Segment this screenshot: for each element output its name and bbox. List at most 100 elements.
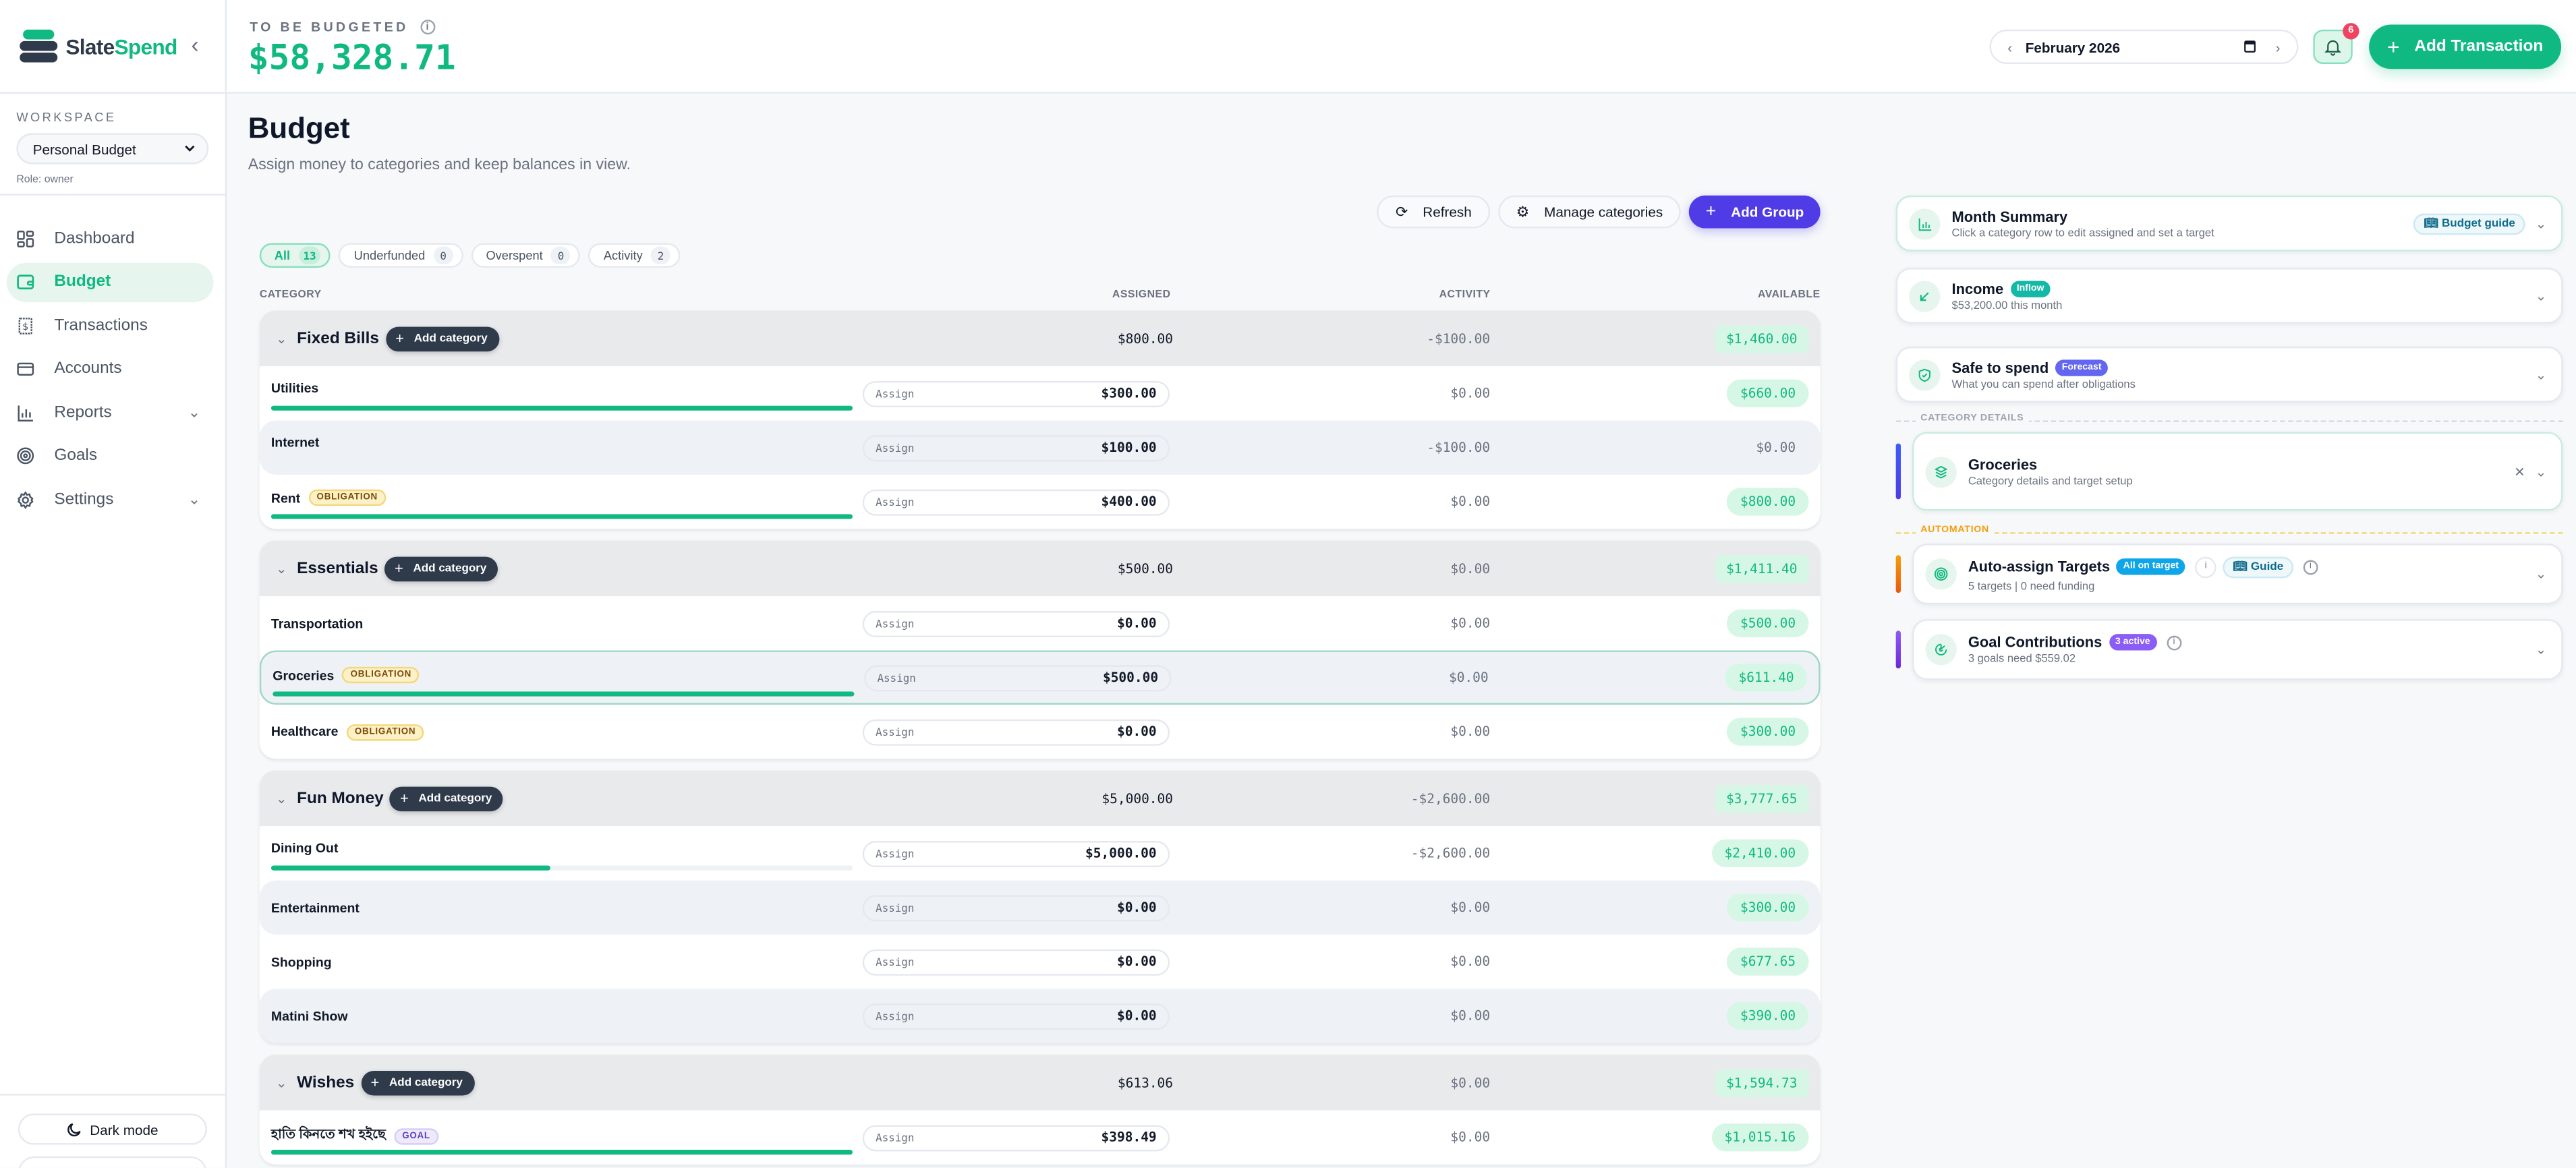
workspace-select[interactable]: Personal Budget — [16, 133, 209, 165]
assign-placeholder: Assign — [876, 440, 915, 455]
chevron-down-icon[interactable]: ⌄ — [276, 1075, 287, 1090]
group-header[interactable]: ⌄ Essentials + Add category $500.00 $0.00… — [259, 540, 1821, 597]
active-badge: 3 active — [2109, 634, 2157, 651]
close-icon[interactable]: ✕ — [2514, 464, 2525, 479]
assigned-value: $500.00 — [1102, 670, 1159, 685]
category-row[interactable]: Healthcare OBLIGATION Assign $0.00 $0.00 $… — [260, 705, 1821, 759]
sidebar-secondary-button[interactable] — [18, 1156, 207, 1168]
filter-label: All — [274, 247, 291, 263]
add-group-button[interactable]: + Add Group — [1689, 195, 1821, 229]
info-icon[interactable]: i — [2303, 559, 2318, 575]
calendar-icon[interactable] — [2244, 38, 2256, 55]
assign-input[interactable]: Assign $0.00 — [862, 948, 1170, 975]
chevron-down-icon[interactable]: ⌄ — [2535, 216, 2547, 231]
filter-label: Underfunded — [353, 247, 426, 263]
category-row-selected[interactable]: Groceries OBLIGATION Assign $500.00 $0.00 … — [259, 650, 1821, 705]
chevron-down-icon[interactable]: ⌄ — [276, 560, 287, 576]
category-group-wishes: ⌄ Wishes + Add category $613.06 $0.00 $1,… — [259, 1054, 1821, 1165]
add-category-button[interactable]: + Add category — [384, 556, 498, 581]
category-row[interactable]: Entertainment Assign $0.00 $0.00 $300.00 — [259, 880, 1821, 935]
accent-bar — [1895, 555, 1901, 593]
month-picker[interactable]: ‹ February 2026 › — [1989, 29, 2299, 64]
collapse-sidebar-chevron-left-icon[interactable]: ‹ — [191, 31, 199, 58]
category-row[interactable]: Utilities Assign $300.00 $0.00 $660.00 — [260, 366, 1821, 420]
filter-activity[interactable]: Activity 2 — [588, 243, 681, 268]
budget-guide-button[interactable]: 📖︎ Budget guide — [2413, 212, 2525, 235]
add-category-button[interactable]: + Add category — [360, 1070, 474, 1095]
assign-input[interactable]: Assign $0.00 — [862, 718, 1170, 745]
category-row[interactable]: Transportation Assign $0.00 $0.00 $500.00 — [260, 596, 1821, 650]
assign-input[interactable]: Assign $0.00 — [862, 894, 1170, 921]
filter-count: 13 — [298, 246, 321, 265]
sidebar-item-dashboard[interactable]: Dashboard — [7, 218, 214, 258]
chevron-down-icon[interactable]: ⌄ — [2535, 288, 2547, 303]
filter-underfunded[interactable]: Underfunded 0 — [339, 243, 463, 268]
chevron-down-icon[interactable]: ⌄ — [2535, 566, 2547, 582]
group-name: Fun Money — [297, 789, 384, 808]
category-name-text: Healthcare — [270, 724, 339, 740]
sidebar-item-transactions[interactable]: $ Transactions — [7, 305, 214, 345]
sidebar-item-accounts[interactable]: Accounts — [7, 349, 214, 388]
group-assigned: $5,000.00 — [1101, 790, 1174, 806]
category-detail-card[interactable]: Groceries Category details and target se… — [1912, 432, 2563, 511]
category-row[interactable]: Shopping Assign $0.00 $0.00 $677.65 — [260, 935, 1821, 989]
chevron-down-icon[interactable]: ⌄ — [2535, 642, 2547, 658]
chevron-down-icon[interactable]: ⌄ — [2535, 464, 2547, 479]
previous-month-chevron-left-icon[interactable]: ‹ — [2007, 38, 2013, 55]
category-name: Rent OBLIGATION — [271, 489, 387, 506]
chevron-down-icon[interactable]: ⌄ — [276, 330, 287, 346]
category-row[interactable]: Rent OBLIGATION Assign $400.00 $0.00 $800.… — [260, 475, 1821, 529]
refresh-button[interactable]: ⟳ Refresh — [1377, 195, 1490, 229]
manage-categories-button[interactable]: ⚙ Manage categories — [1497, 195, 1682, 229]
sidebar-item-budget[interactable]: Budget — [6, 262, 214, 301]
notifications-button[interactable]: 6 — [2313, 23, 2359, 64]
chevron-down-icon[interactable]: ⌄ — [276, 790, 287, 806]
assign-input[interactable]: Assign $500.00 — [864, 664, 1172, 691]
add-category-button[interactable]: + Add category — [385, 326, 499, 351]
available-value: $0.00 — [1756, 440, 1796, 455]
category-row[interactable]: Dining Out Assign $5,000.00 -$2,600.00 $2… — [260, 826, 1821, 880]
sidebar-item-goals[interactable]: Goals — [7, 436, 214, 475]
assign-input[interactable]: Assign $398.49 — [862, 1124, 1170, 1151]
category-name-text: Groceries — [273, 668, 335, 682]
assign-input[interactable]: Assign $5,000.00 — [862, 840, 1170, 867]
group-header[interactable]: ⌄ Wishes + Add category $613.06 $0.00 $1,… — [259, 1054, 1821, 1111]
month-summary-card[interactable]: Month Summary Click a category row to ed… — [1895, 195, 2563, 252]
assign-input[interactable]: Assign $400.00 — [862, 488, 1170, 515]
income-card[interactable]: Income Inflow $53,200.00 this month ⌄ — [1895, 268, 2563, 324]
sidebar-item-reports[interactable]: Reports ⌄ — [7, 392, 214, 432]
goal-contributions-card[interactable]: Goal Contributions 3 active i 3 goals need… — [1912, 619, 2563, 680]
info-icon[interactable]: i — [2167, 635, 2181, 650]
chevron-down-icon[interactable]: ⌄ — [2535, 367, 2547, 382]
add-category-label: Add category — [418, 792, 492, 805]
auto-assign-card[interactable]: Auto-assign Targets All on target i 📖︎ Guide… — [1912, 544, 2563, 605]
category-detail-title: Groceries — [1968, 455, 2038, 473]
info-icon[interactable]: i — [2195, 556, 2217, 578]
add-transaction-button[interactable]: + Add Transaction — [2369, 24, 2562, 69]
assign-input[interactable]: Assign $0.00 — [862, 1002, 1170, 1029]
safe-to-spend-card[interactable]: Safe to spend Forecast What you can spend… — [1895, 346, 2563, 403]
group-header[interactable]: ⌄ Fixed Bills + Add category $800.00 -$10… — [259, 310, 1821, 367]
assign-input[interactable]: Assign $0.00 — [862, 610, 1170, 637]
assign-placeholder: Assign — [876, 386, 915, 401]
filter-all[interactable]: All 13 — [259, 243, 331, 268]
info-icon[interactable]: i — [420, 20, 435, 35]
accent-bar — [1895, 443, 1901, 500]
activity-value: $0.00 — [1450, 954, 1491, 970]
group-header[interactable]: ⌄ Fun Money + Add category $5,000.00 -$2,… — [259, 770, 1821, 827]
guide-button[interactable]: 📖︎ Guide — [2223, 556, 2293, 578]
book-icon: 📖︎ — [2233, 561, 2248, 574]
add-category-button[interactable]: + Add category — [390, 786, 504, 811]
assign-input[interactable]: Assign $300.00 — [862, 380, 1170, 407]
sidebar-item-settings[interactable]: Settings ⌄ — [7, 479, 214, 519]
category-row[interactable]: Internet Assign $100.00 -$100.00 $0.00 — [259, 420, 1821, 475]
filter-overspent[interactable]: Overspent 0 — [471, 243, 581, 268]
sidebar-item-label: Settings — [54, 490, 114, 508]
dark-mode-button[interactable]: Dark mode — [18, 1113, 207, 1145]
assign-input[interactable]: Assign $100.00 — [862, 434, 1170, 461]
sidebar: SlateSpend ‹ WORKSPACE Personal Budget R… — [0, 0, 227, 1168]
sidebar-nav: Dashboard Budget $ Transactions Accounts… — [0, 196, 225, 519]
next-month-chevron-right-icon[interactable]: › — [2275, 38, 2281, 55]
category-row[interactable]: হাতি কিনতে শখ হইছে GOAL Assign $398.49 $0.… — [260, 1110, 1821, 1164]
category-row[interactable]: Matini Show Assign $0.00 $0.00 $390.00 — [259, 989, 1821, 1043]
